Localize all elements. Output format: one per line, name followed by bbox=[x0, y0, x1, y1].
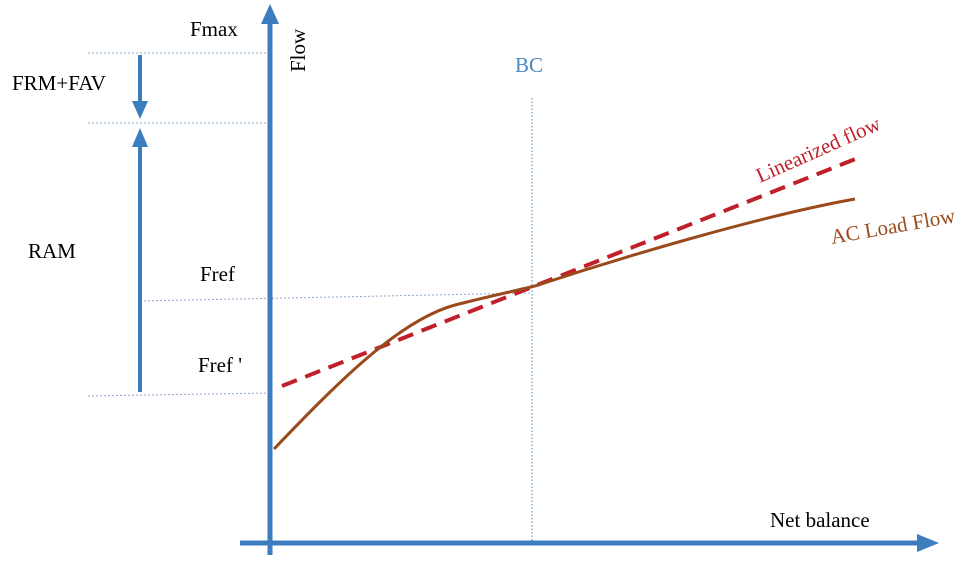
net-balance-label: Net balance bbox=[770, 508, 870, 532]
fref-guide-line bbox=[139, 292, 531, 302]
linearized-flow-line bbox=[281, 156, 859, 388]
ac-load-flow-label: AC Load Flow bbox=[829, 203, 958, 249]
linearized-flow-label: Linearized flow bbox=[752, 111, 884, 188]
frm-fav-label: FRM+FAV bbox=[12, 71, 106, 95]
fmax-label: Fmax bbox=[190, 17, 238, 41]
fref-prime-label: Fref ' bbox=[198, 353, 242, 377]
fref-prime-guide-line bbox=[87, 392, 271, 397]
y-axis-arrowhead bbox=[261, 4, 279, 24]
bc-label: BC bbox=[515, 53, 543, 77]
ram-label: RAM bbox=[28, 239, 76, 263]
ram-arrowhead bbox=[132, 128, 148, 147]
ac-load-flow-curve bbox=[272, 197, 856, 451]
flow-axis-label: Flow bbox=[286, 28, 310, 72]
frm-fav-arrowhead bbox=[132, 101, 148, 119]
fref-label: Fref bbox=[200, 262, 235, 286]
x-axis-arrowhead bbox=[917, 534, 939, 552]
